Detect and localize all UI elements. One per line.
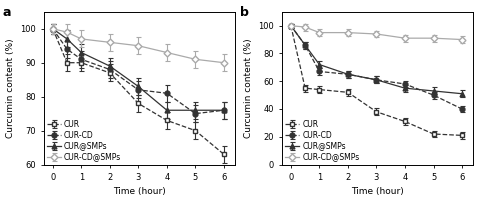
Legend: CUR, CUR-CD, CUR@SMPs, CUR-CD@SMPs: CUR, CUR-CD, CUR@SMPs, CUR-CD@SMPs (285, 119, 360, 162)
X-axis label: Time (hour): Time (hour) (352, 187, 404, 196)
Y-axis label: Curcumin content (%): Curcumin content (%) (6, 38, 14, 138)
Legend: CUR, CUR-CD, CUR@SMPs, CUR-CD@SMPs: CUR, CUR-CD, CUR@SMPs, CUR-CD@SMPs (46, 119, 122, 162)
Text: a: a (2, 6, 11, 19)
X-axis label: Time (hour): Time (hour) (114, 187, 166, 196)
Text: b: b (240, 6, 249, 19)
Y-axis label: Curcumin content (%): Curcumin content (%) (244, 38, 252, 138)
